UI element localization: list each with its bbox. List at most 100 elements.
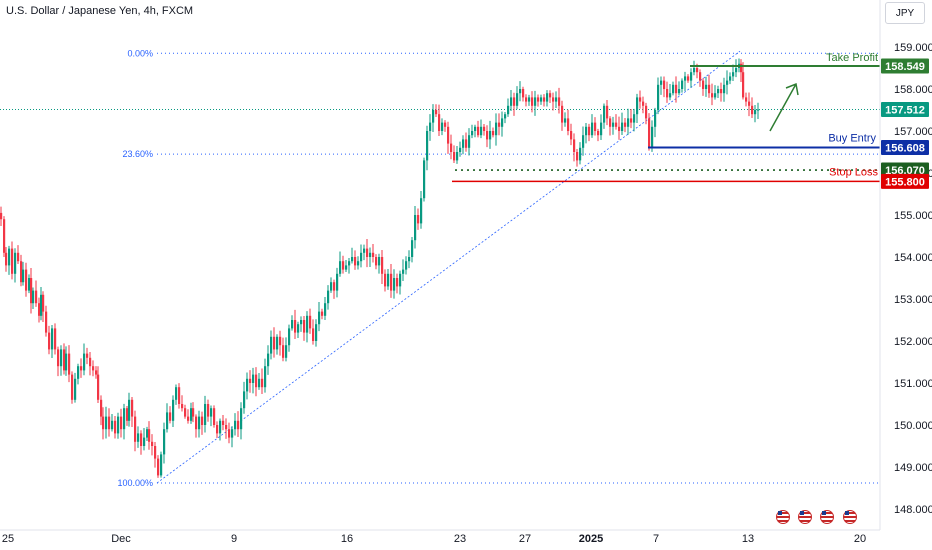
time-tick-label: 13 [742,533,754,545]
up-candle [252,374,255,383]
down-candle [213,408,216,425]
down-candle [95,370,98,375]
down-candle [222,420,225,425]
up-candle [276,336,279,350]
down-candle [154,446,157,459]
up-candle [190,408,193,421]
flag-stripe [800,520,810,522]
down-candle [740,63,743,73]
buy-entry-label: Buy Entry [828,132,876,144]
down-candle [20,261,23,283]
trade-levels[interactable]: Take Profit Buy Entry Stop Loss [452,52,880,183]
up-candle [735,68,738,73]
up-candle [414,215,417,241]
down-candle [645,105,648,119]
up-candle [198,416,201,430]
up-candle [411,240,414,257]
up-candle [534,97,537,106]
up-candle [717,89,720,94]
up-candle [204,404,207,425]
us-flag-icon[interactable] [776,510,790,524]
stop-loss-label: Stop Loss [829,166,878,178]
up-candle [243,391,246,409]
up-candle [705,84,708,89]
flag-stripe [822,520,832,522]
up-candle [264,366,267,388]
up-candle [315,324,318,341]
up-candle [612,122,615,127]
up-candle [654,110,657,127]
up-candle [318,311,321,325]
down-candle [279,336,282,346]
down-candle [157,458,160,476]
up-candle [51,328,54,350]
down-candle [178,387,181,404]
down-candle [498,122,501,127]
time-axis[interactable]: 25 Dec 9 16 23 27 2025 7 13 20 [0,529,880,545]
down-candle [513,97,516,106]
up-candle [726,80,729,85]
down-candle [561,105,564,123]
down-candle [68,353,71,375]
down-candle [92,366,95,371]
time-tick-label: 23 [454,533,466,545]
current-price-tag-text: 157.512 [885,104,925,116]
down-candle [558,97,561,106]
price-axis[interactable]: 159.000158.000157.000156.000155.000154.0… [879,0,932,530]
up-candle [441,122,444,131]
up-candle [40,294,43,316]
down-candle [417,215,420,224]
down-candle [309,315,312,329]
down-candle [543,97,546,102]
trendline[interactable] [156,50,741,484]
down-candle [54,328,57,350]
up-candle [399,273,402,287]
down-candle [570,131,573,140]
us-flag-icon[interactable] [820,510,834,524]
flag-canton [778,511,782,515]
symbol-title: U.S. Dollar / Japanese Yen, 4h, FXCM [6,5,194,17]
up-candle [501,118,504,127]
price-tick-label: 159.000 [894,42,932,54]
up-candle [143,437,146,446]
event-flags[interactable] [776,510,857,524]
up-candle [684,76,687,81]
time-tick-label: 20 [854,533,866,545]
up-candle [8,248,11,266]
up-candle [474,126,477,131]
flag-canton [800,511,804,515]
down-candle [483,126,486,131]
down-candle [663,80,666,89]
up-candle [345,265,348,270]
up-candle [636,97,639,115]
up-candle [330,282,333,291]
down-candle [618,126,621,131]
fibonacci-retracement[interactable]: 0.00% 23.60% 100.00% [0,48,880,488]
down-candle [108,416,111,430]
down-candle [114,420,117,434]
currency-button[interactable]: JPY [885,2,925,24]
down-candle [642,101,645,106]
flag-stripe [845,512,855,514]
down-candle [381,257,384,274]
down-candle [492,131,495,136]
down-candle [11,248,14,274]
down-candle [666,89,669,98]
up-candle [546,93,549,102]
up-candle [160,454,163,476]
up-candle [468,135,471,148]
up-candle [627,118,630,127]
up-candle [32,290,35,304]
down-candle [552,97,555,102]
up-candle [519,89,522,94]
down-candle [435,110,438,115]
us-flag-icon[interactable] [798,510,812,524]
us-flag-icon[interactable] [843,510,857,524]
up-candle [288,328,291,346]
take-profit-label: Take Profit [826,52,878,64]
down-candle [102,416,105,430]
fib-level-label: 100.00% [117,478,153,488]
down-candle [140,433,143,446]
